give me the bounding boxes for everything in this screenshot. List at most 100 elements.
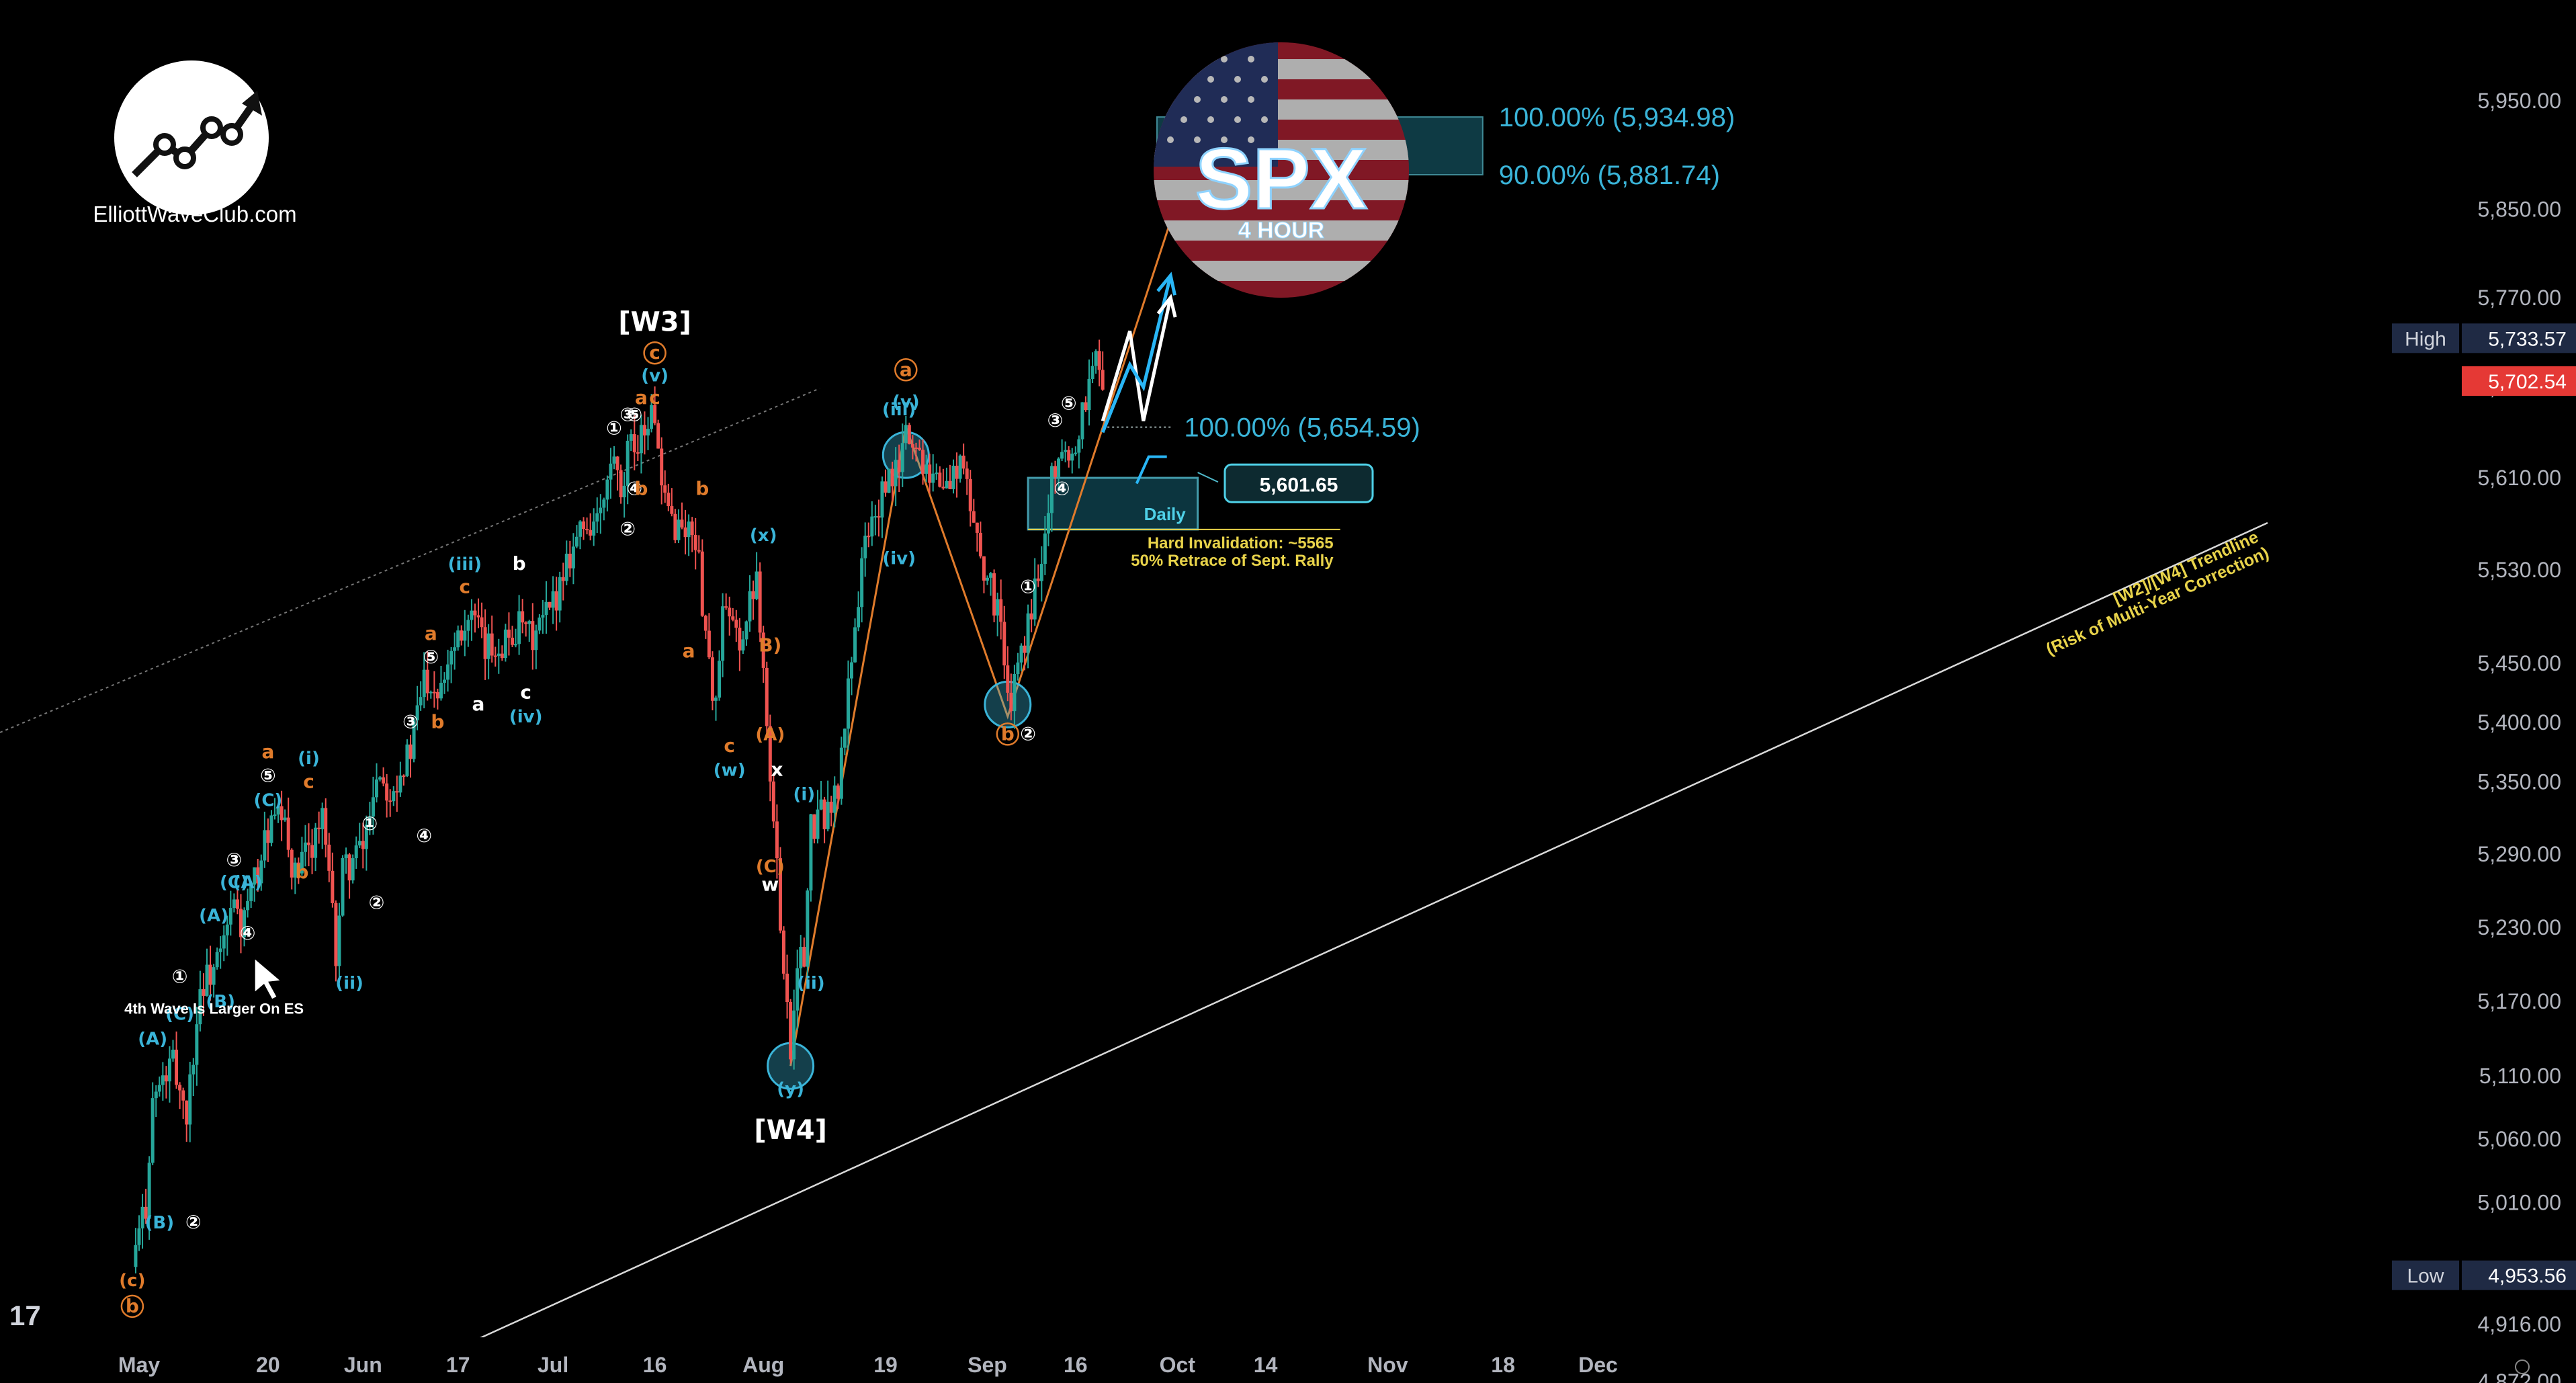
- price-axis[interactable]: 4,872.00 4,916.00 5,010.00 5,060.00 5,110.00…: [2477, 89, 2561, 1383]
- price-tick-label: 5,400.00: [2477, 710, 2561, 735]
- candle-body: [554, 591, 558, 611]
- candle-body: [1070, 453, 1074, 461]
- wave-label: ④: [1054, 478, 1070, 500]
- candle-body: [388, 800, 392, 802]
- candle-body: [1016, 662, 1020, 674]
- candle-body: [534, 630, 538, 651]
- candle-body: [320, 808, 325, 829]
- candle-body: [561, 577, 565, 581]
- candle-body: [1054, 466, 1057, 477]
- price-tick-label: 5,290.00: [2477, 842, 2561, 866]
- candle-body: [592, 521, 596, 536]
- price-tick-label: 5,010.00: [2477, 1191, 2561, 1215]
- candle-body: [493, 655, 497, 657]
- candle-body: [1023, 645, 1027, 653]
- candle-body: [1039, 564, 1043, 581]
- candle-body: [629, 434, 633, 441]
- candle-body: [870, 516, 874, 537]
- wave-label: ③: [619, 403, 636, 425]
- candle-body: [765, 667, 769, 726]
- candle-body: [439, 682, 443, 699]
- candle-body: [1026, 613, 1030, 653]
- lines-layer: [W2]/[W4] Trendline(Risk of Multi-Year C…: [0, 118, 2272, 1337]
- candle-body: [354, 845, 358, 859]
- candle-body: [1029, 613, 1033, 620]
- candle-body: [626, 440, 630, 486]
- time-tick-label: Dec: [1578, 1353, 1618, 1377]
- candle-body: [693, 535, 697, 550]
- wave-label: ⑤: [1061, 392, 1077, 415]
- candle-body: [449, 651, 454, 665]
- wave-label: ②: [369, 892, 385, 914]
- candle-body: [548, 601, 552, 608]
- candle-body: [175, 1049, 179, 1085]
- candle-body: [884, 481, 888, 493]
- wave-label: c: [520, 681, 531, 704]
- wave-label: (y): [777, 1079, 804, 1099]
- candle-body: [538, 617, 542, 631]
- candle-body: [161, 1075, 165, 1085]
- wave-label-circle: [996, 722, 1020, 746]
- candle-body: [816, 809, 820, 839]
- wave-label: (ii): [797, 973, 825, 993]
- candle-body: [819, 799, 823, 810]
- candle-body: [792, 1010, 796, 1060]
- candle-body: [222, 935, 226, 949]
- candle-body: [1064, 450, 1068, 452]
- candle-body: [714, 698, 718, 701]
- wave-label: a: [261, 741, 274, 763]
- candle-body: [1046, 513, 1050, 534]
- candle-body: [544, 601, 548, 616]
- candle-body: [243, 910, 247, 937]
- candle-body: [463, 630, 467, 641]
- tradingview-logo-icon[interactable]: 17: [9, 1300, 41, 1331]
- candle-body: [789, 1002, 793, 1060]
- time-tick-label: Jul: [538, 1353, 568, 1377]
- wave-label: a: [635, 386, 648, 409]
- candle-body: [483, 627, 487, 659]
- price-tick-label: 5,230.00: [2477, 915, 2561, 939]
- candle-body: [307, 842, 310, 845]
- wave-label: c: [649, 386, 660, 409]
- candle-body: [276, 806, 280, 815]
- brand-logo[interactable]: ElliottWaveClub.com: [81, 54, 309, 242]
- candle-body: [514, 644, 518, 646]
- candle-body: [157, 1085, 161, 1092]
- time-tick-label: Aug: [742, 1353, 784, 1377]
- brand-name: ElliottWaveClub.com: [93, 202, 297, 226]
- candle-body: [897, 460, 901, 472]
- wave-label: ⑤: [260, 765, 276, 787]
- high-value: 5,733.57: [2488, 328, 2567, 350]
- candle-body: [972, 511, 976, 523]
- time-tick-label: May: [118, 1353, 160, 1377]
- trend-chart-icon: [114, 60, 269, 215]
- fib-level-label: 100.00% (5,934.98): [1499, 103, 1735, 132]
- wave-label: ③: [402, 711, 419, 733]
- time-axis[interactable]: May 20 Jun 17 Jul 16 Aug 19 Sep 16 Oct 14 Nov 18 Dec: [118, 1353, 2530, 1377]
- wave-label: (C): [220, 873, 249, 893]
- candle-body: [344, 854, 348, 859]
- candle-body: [521, 611, 525, 623]
- candle-body: [364, 825, 368, 849]
- candle-body: [1006, 665, 1010, 693]
- candle-body: [195, 1024, 199, 1065]
- candle-body: [857, 607, 861, 628]
- candle-body: [880, 481, 884, 518]
- wave-label-circle: [894, 358, 918, 382]
- candle-body: [235, 899, 239, 909]
- small-up-arrow-icon: [1135, 455, 1167, 485]
- wave-label: [W4]: [754, 1115, 827, 1146]
- price-tags: High 5,733.57 5,702.54 Low 4,953.56: [2392, 323, 2576, 1290]
- candle-body: [331, 870, 335, 903]
- candle-body: [935, 472, 939, 474]
- candles-layer: [134, 339, 1105, 1273]
- candle-body: [456, 630, 460, 648]
- candle-body: [246, 900, 250, 911]
- time-tick-label: 16: [1064, 1353, 1088, 1377]
- low-value-bg: [2462, 1260, 2576, 1290]
- candle-body: [667, 493, 671, 507]
- wave-label: x: [771, 759, 783, 781]
- wave-label: (A): [755, 724, 785, 745]
- candle-body: [480, 617, 484, 628]
